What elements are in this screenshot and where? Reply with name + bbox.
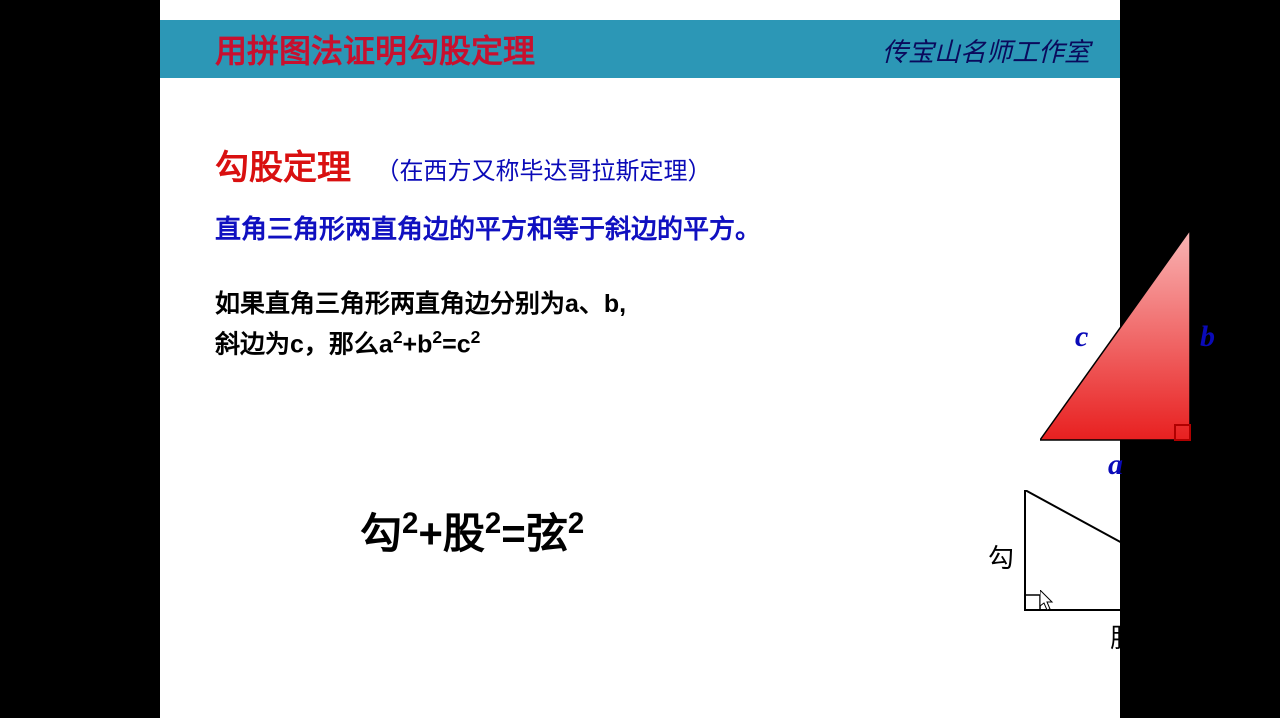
label-b: b [1200, 320, 1215, 354]
content-area: 勾股定理 （在西方又称毕达哥拉斯定理） 直角三角形两直角边的平方和等于斜边的平方… [160, 100, 1120, 363]
triangle-outline-shape [1025, 490, 1245, 610]
header-title: 用拼图法证明勾股定理 [215, 26, 535, 72]
triangle-red: c b a [1040, 230, 1220, 480]
label-xian: 弦 [1150, 518, 1176, 555]
label-gu: 股 [1110, 618, 1136, 655]
section-subtitle: （在西方又称毕达哥拉斯定理） [375, 158, 711, 185]
header-bar: 用拼图法证明勾股定理 传宝山名师工作室 [160, 20, 1120, 78]
label-a: a [1108, 448, 1123, 482]
triangle-red-svg [1040, 230, 1220, 480]
sup-2b: 2 [432, 327, 442, 347]
formula-eq: = [501, 510, 526, 557]
formula-gu: 股 [443, 510, 485, 557]
slide: 用拼图法证明勾股定理 传宝山名师工作室 勾股定理 （在西方又称毕达哥拉斯定理） … [160, 0, 1120, 718]
title-row: 勾股定理 （在西方又称毕达哥拉斯定理） [215, 140, 1090, 189]
formula-xian: 弦 [526, 510, 568, 557]
sup-u: 2 [485, 507, 501, 540]
formula-gou: 勾 [360, 510, 402, 557]
formula-plus: + [418, 510, 443, 557]
explanation-text: 如果直角三角形两直角边分别为a、b, 斜边为c，那么a2+b2=c2 [215, 286, 1090, 363]
sup-2a: 2 [393, 327, 403, 347]
body-line1: 如果直角三角形两直角边分别为a、b, [215, 290, 626, 318]
body-line2-mid: +b [403, 330, 433, 358]
triangle-outline: 勾 弦 股 [990, 490, 1270, 690]
label-gou: 勾 [988, 538, 1014, 575]
body-line2-eq: =c [442, 330, 471, 358]
triangle-red-shape [1040, 230, 1190, 440]
label-c: c [1075, 320, 1088, 354]
section-title: 勾股定理 [215, 149, 351, 187]
sup-x: 2 [568, 507, 584, 540]
theorem-statement: 直角三角形两直角边的平方和等于斜边的平方。 [215, 209, 1090, 246]
sup-2c: 2 [471, 327, 481, 347]
formula-chinese: 勾2+股2=弦2 [360, 500, 584, 561]
body-line2-prefix: 斜边为c，那么a [215, 330, 393, 358]
header-signature: 传宝山名师工作室 [882, 32, 1090, 69]
sup-g: 2 [402, 507, 418, 540]
right-angle-marker-2 [1025, 595, 1040, 610]
